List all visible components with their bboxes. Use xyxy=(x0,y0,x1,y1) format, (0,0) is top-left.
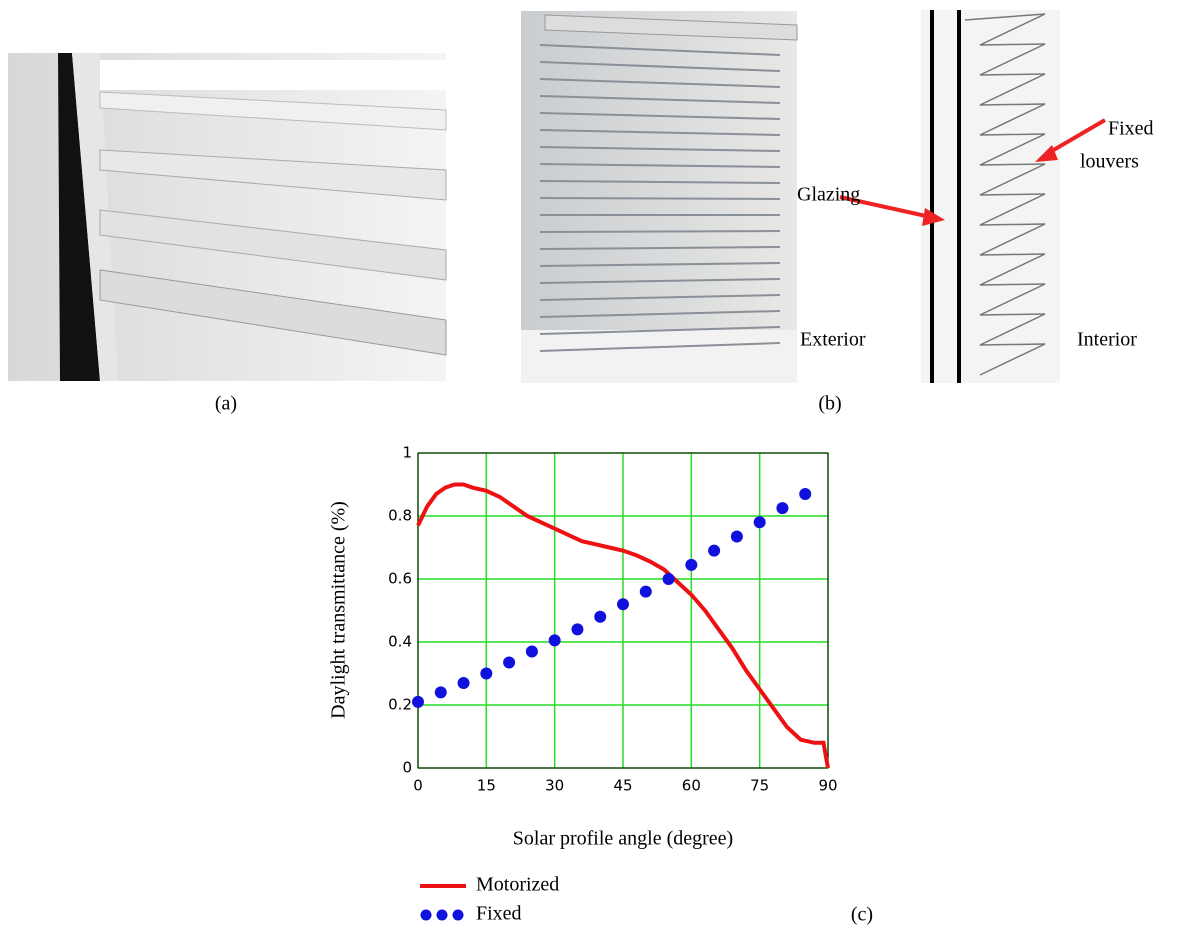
y-axis-label: Daylight transmittance (%) xyxy=(328,501,350,719)
marker xyxy=(799,487,812,500)
legend-marker xyxy=(436,909,448,921)
marker xyxy=(525,645,538,658)
marker xyxy=(776,502,789,515)
x-tick-label: 45 xyxy=(613,777,632,795)
photo-a xyxy=(8,53,447,381)
marker xyxy=(434,686,447,699)
line xyxy=(416,482,830,769)
marker xyxy=(503,656,516,669)
section-diagram xyxy=(839,10,1107,383)
marker xyxy=(730,530,743,543)
marker xyxy=(480,667,493,680)
marker xyxy=(571,623,584,636)
marker xyxy=(753,516,766,529)
x-tick-label: 60 xyxy=(682,777,701,795)
label-exterior: Exterior xyxy=(800,329,866,351)
caption-b: (b) xyxy=(818,393,841,415)
legend-label: Fixed xyxy=(476,903,522,925)
marker xyxy=(412,695,424,708)
marker xyxy=(639,585,652,598)
y-tick-label: 0 xyxy=(402,759,412,777)
y-tick-label: 0.8 xyxy=(388,507,412,525)
plot-frame xyxy=(417,452,829,769)
x-tick-label: 0 xyxy=(413,777,423,795)
x-tick-label: 90 xyxy=(818,777,837,795)
x-tick-label: 30 xyxy=(545,777,564,795)
label-louvers: louvers xyxy=(1080,151,1139,173)
marker xyxy=(662,573,675,585)
marker xyxy=(594,610,607,623)
legend-marker xyxy=(452,909,464,921)
x-tick-label: 15 xyxy=(477,777,496,795)
marker xyxy=(708,544,721,557)
y-tick-label: 0.2 xyxy=(388,696,412,714)
legend-marker xyxy=(420,909,432,921)
marker xyxy=(617,598,629,611)
marker xyxy=(457,676,470,689)
label-interior: Interior xyxy=(1077,329,1137,351)
x-axis-label: Solar profile angle (degree) xyxy=(513,828,733,850)
caption-c: (c) xyxy=(851,904,873,926)
caption-a: (a) xyxy=(215,393,237,415)
photo-b xyxy=(521,11,798,383)
label-fixed: Fixed xyxy=(1108,118,1154,140)
y-tick-label: 1 xyxy=(402,444,412,462)
marker xyxy=(685,558,698,571)
legend-label: Motorized xyxy=(476,874,559,896)
label-glazing: Glazing xyxy=(797,184,860,206)
marker xyxy=(548,634,561,647)
x-tick-label: 75 xyxy=(750,777,769,795)
y-tick-label: 0.6 xyxy=(388,570,412,588)
y-tick-label: 0.4 xyxy=(388,633,412,651)
